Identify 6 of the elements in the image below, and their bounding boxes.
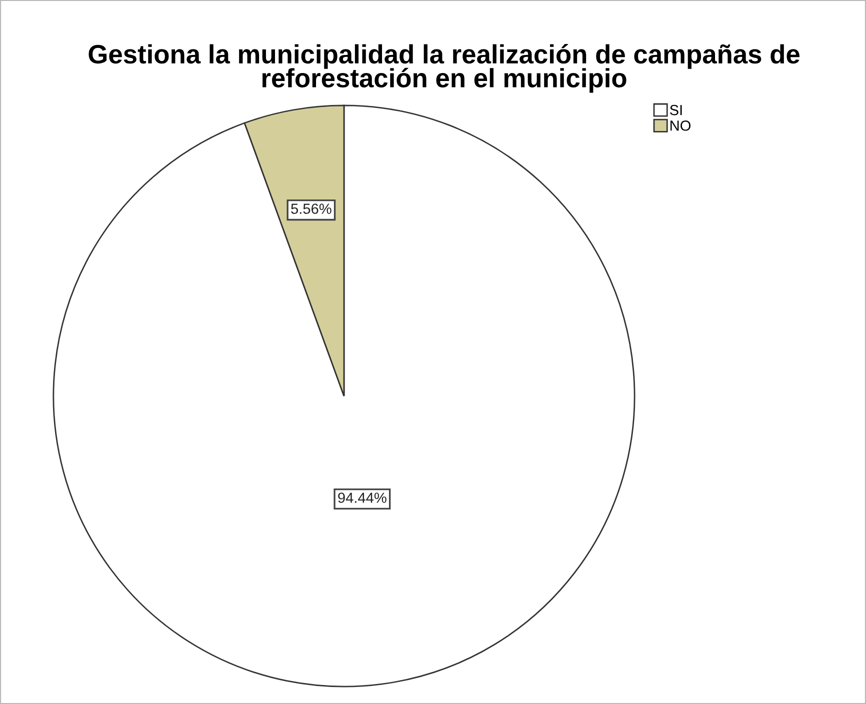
data-label: 94.44% <box>338 492 386 503</box>
chart-title: Gestiona la municipalidad la realización de campañas de reforestación en el municipio <box>88 44 800 93</box>
pie-slice <box>52 104 636 688</box>
data-label: 5.56% <box>291 204 332 214</box>
legend-label: NO <box>670 120 690 131</box>
legend-label: SI <box>670 104 682 116</box>
